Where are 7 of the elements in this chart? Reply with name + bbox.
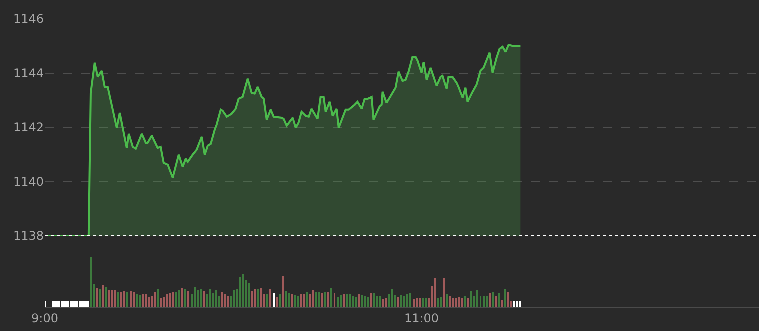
x-tick-label: 9:00 [32,311,58,326]
y-tick-label: 1146 [13,12,44,26]
y-tick-label: 1144 [13,66,44,80]
x-tick-label: 11:00 [404,311,440,326]
y-tick-label: 1142 [13,120,44,135]
y-tick-label: 1138 [13,229,44,244]
y-tick-label: 1140 [13,174,44,189]
